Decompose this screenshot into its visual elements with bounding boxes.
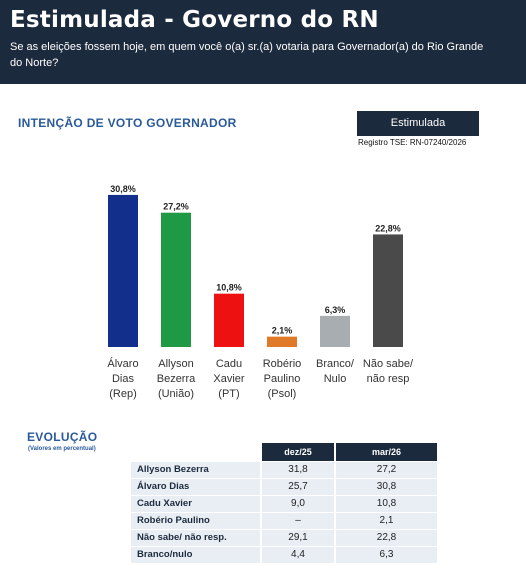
category-label: Branco/Nulo	[316, 358, 355, 385]
candidate-name: Branco/nulo	[131, 545, 261, 563]
page-title: Estimulada - Governo do RN	[10, 7, 379, 33]
bar-value-label: 6,3%	[325, 305, 346, 315]
table-row: Branco/nulo 4,4 6,3	[131, 545, 437, 563]
value-mar26: 10,8	[334, 494, 437, 512]
table-row: Álvaro Dias 25,7 30,8	[131, 477, 437, 495]
bar-value-label: 27,2%	[163, 202, 189, 212]
bar-4	[320, 315, 350, 347]
bar-0	[108, 194, 138, 347]
value-dez25: 25,7	[260, 477, 335, 495]
evolution-title: EVOLUÇÃO	[27, 430, 98, 444]
table-row: Não sabe/ não resp. 29,1 22,8	[131, 528, 437, 546]
evolution-subtitle: (Valores em percentual)	[28, 446, 96, 452]
category-label: Cadu Xavier (PT)	[213, 358, 245, 400]
tse-registration: Registro TSE: RN-07240/2026	[358, 138, 467, 147]
bar-1	[161, 212, 191, 347]
evolution-column-header: dez/25	[260, 443, 335, 461]
category-label: Não sabe/não resp	[363, 358, 414, 385]
stimulated-tag: Estimulada	[357, 111, 479, 136]
header-banner: Estimulada - Governo do RN Se as eleiçõe…	[0, 0, 526, 84]
evolution-header-blank	[131, 443, 261, 461]
value-dez25: 4,4	[260, 545, 335, 563]
table-row: Cadu Xavier 9,0 10,8	[131, 494, 437, 512]
evolution-column-header: mar/26	[334, 443, 437, 461]
value-dez25: 29,1	[260, 528, 335, 546]
candidate-name: Álvaro Dias	[131, 477, 261, 495]
candidate-name: Não sabe/ não resp.	[131, 528, 261, 546]
value-dez25: 9,0	[260, 494, 335, 512]
bar-3	[267, 336, 297, 347]
vote-intention-bar-chart: 30,8% Álvaro Dias (Rep) 27,2% Allyson Bezerra(…	[107, 184, 414, 400]
survey-question: Se as eleições fossem hoje, em quem você…	[10, 41, 484, 69]
evolution-header-row: dez/25 mar/26	[131, 443, 437, 461]
bar-5	[373, 234, 403, 347]
value-dez25: 31,8	[260, 460, 335, 478]
candidate-name: Robério Paulino	[131, 511, 261, 529]
section-title: INTENÇÃO DE VOTO GOVERNADOR	[18, 116, 237, 130]
table-row: Robério Paulino – 2,1	[131, 511, 437, 529]
value-dez25: –	[260, 511, 335, 529]
bar-value-label: 10,8%	[216, 283, 242, 293]
table-row: Allyson Bezerra 31,8 27,2	[131, 460, 437, 478]
category-label: Allyson Bezerra (União)	[157, 358, 196, 400]
value-mar26: 6,3	[334, 545, 437, 563]
value-mar26: 30,8	[334, 477, 437, 495]
bar-2	[214, 293, 244, 347]
bar-value-label: 2,1%	[272, 326, 293, 336]
value-mar26: 22,8	[334, 528, 437, 546]
category-label: Robério Paulino (Psol)	[263, 358, 302, 400]
candidate-name: Allyson Bezerra	[131, 460, 261, 478]
candidate-name: Cadu Xavier	[131, 494, 261, 512]
value-mar26: 27,2	[334, 460, 437, 478]
bar-value-label: 22,8%	[375, 223, 401, 233]
evolution-table: dez/25 mar/26 Allyson Bezerra 31,8 27,2 …	[131, 443, 437, 563]
value-mar26: 2,1	[334, 511, 437, 529]
category-label: Álvaro Dias (Rep)	[107, 357, 138, 400]
bar-value-label: 30,8%	[110, 184, 136, 194]
